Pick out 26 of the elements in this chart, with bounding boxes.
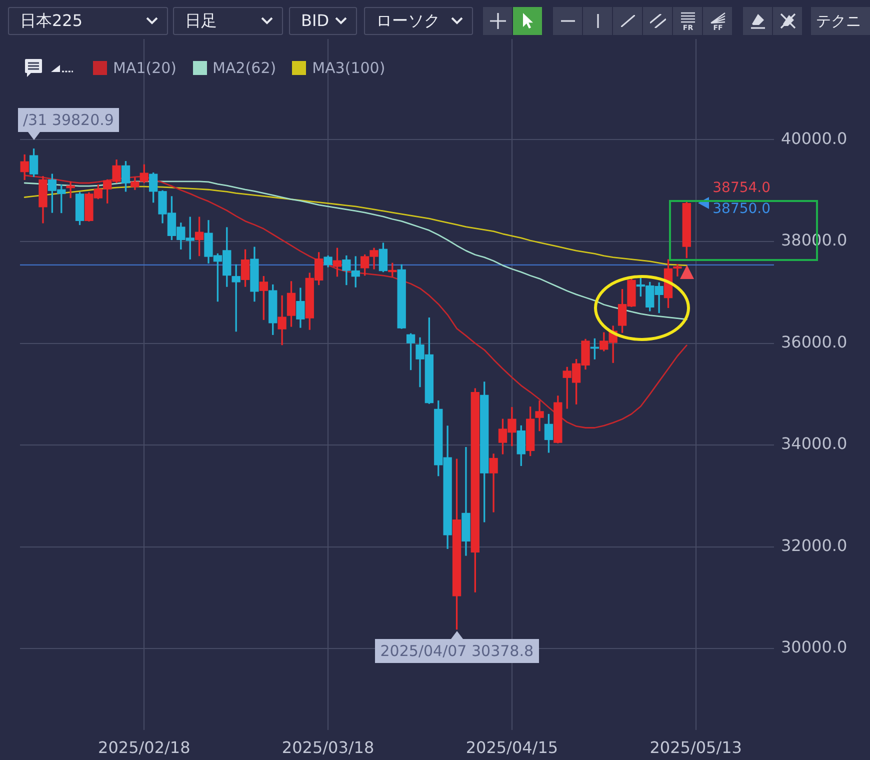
y-tick-label: 30000.0 bbox=[781, 638, 848, 657]
timeframe-dropdown: 日足 bbox=[173, 7, 283, 35]
legend-label: MA1(20) bbox=[113, 59, 177, 77]
y-tick-label: 40000.0 bbox=[781, 128, 848, 148]
chart-subtitle: 日足 bbox=[185, 10, 217, 32]
candlestick bbox=[535, 400, 544, 432]
y-tick-label: 34000.0 bbox=[781, 434, 848, 454]
legend-label: MA2(62) bbox=[212, 59, 276, 77]
chart-style-dropdown: ローソク bbox=[364, 7, 473, 35]
price-dropdown: BID bbox=[289, 7, 357, 35]
candlestick bbox=[673, 264, 682, 276]
symbol-dropdown: 日本225 bbox=[8, 7, 168, 35]
y-tick-label: 36000.0 bbox=[781, 332, 848, 352]
candlestick bbox=[66, 181, 75, 198]
annotation: 38754.0 bbox=[712, 180, 771, 196]
y-tick-label: 32000.0 bbox=[781, 536, 848, 555]
x-tick-label: 2025/03/18 bbox=[282, 738, 374, 757]
text-button: テクニ bbox=[811, 7, 870, 35]
x-tick-label: 2025/04/15 bbox=[466, 738, 558, 757]
chart-title: 日本225 bbox=[20, 10, 83, 32]
x-tick-label: 2025/05/13 bbox=[650, 738, 742, 757]
legend-label: MA3(100) bbox=[312, 59, 386, 77]
x-tick-label: 2025/02/18 bbox=[98, 738, 190, 757]
annotation: 2025/04/07 30378.8 bbox=[375, 639, 539, 664]
annotation: /31 39820.9 bbox=[18, 108, 119, 132]
annotation: 38750.0 bbox=[712, 200, 771, 217]
